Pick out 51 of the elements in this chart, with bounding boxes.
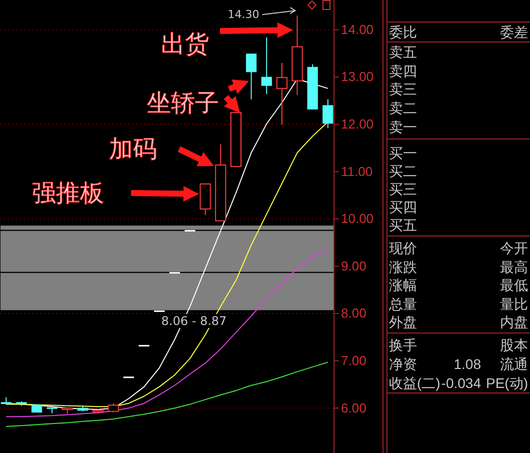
text: 买三 [389,181,417,197]
text: 今开 [500,240,528,256]
text: 委比 [389,24,417,40]
text: 委差 [500,24,528,40]
candlestick [0,396,12,404]
y-tick-label: 6.00 [341,400,366,416]
text: 卖一 [389,119,417,135]
text: 外盘 [389,314,417,330]
text: -0.034 [441,375,482,391]
text: PE(动) [486,375,528,391]
text: 卖四 [389,63,417,79]
y-tick-label: 13.00 [341,69,374,84]
y-tick-label: 12.00 [341,116,374,132]
text: 涨跌 [389,259,417,275]
text: 1.08 [454,356,482,372]
text: 卖五 [389,44,417,60]
y-tick-label: 10.00 [341,211,374,226]
annotation: 坐轿子 [147,89,219,117]
text: 卖二 [389,100,417,116]
text: 流通 [500,356,528,372]
line-series [6,362,328,428]
annotation: 强推板 [32,179,104,207]
text: 卖三 [389,81,417,97]
text: 净资 [389,356,417,372]
annotation: 加码 [109,135,157,163]
y-tick-label: 8.00 [341,306,366,321]
annotation: 14.30 [228,8,260,22]
annotation: 8.06 - 8.87 [161,314,227,328]
text: 涨幅 [389,277,417,293]
text: 最高 [500,259,528,275]
text: 买五 [389,217,417,233]
candlestick [276,62,288,126]
text: 换手 [389,337,417,353]
text: 内盘 [500,314,528,330]
candlestick [261,36,272,95]
y-tick-label: 9.00 [341,258,366,274]
text: 股本 [500,337,528,353]
text: 收益(二) [389,375,440,391]
text: 总量 [388,296,417,312]
text: 量比 [500,296,528,312]
y-tick-label: 14.00 [341,22,374,37]
text: 买二 [389,163,417,179]
candlestick [292,15,303,96]
text: 买四 [389,199,417,215]
annotation: 出货 [161,30,209,58]
y-tick-label: 11.00 [341,164,373,179]
text: 买一 [389,145,417,161]
text: 现价 [389,240,417,256]
text: 最低 [500,277,528,293]
line-series [6,248,328,418]
y-tick-label: 7.00 [341,352,366,368]
